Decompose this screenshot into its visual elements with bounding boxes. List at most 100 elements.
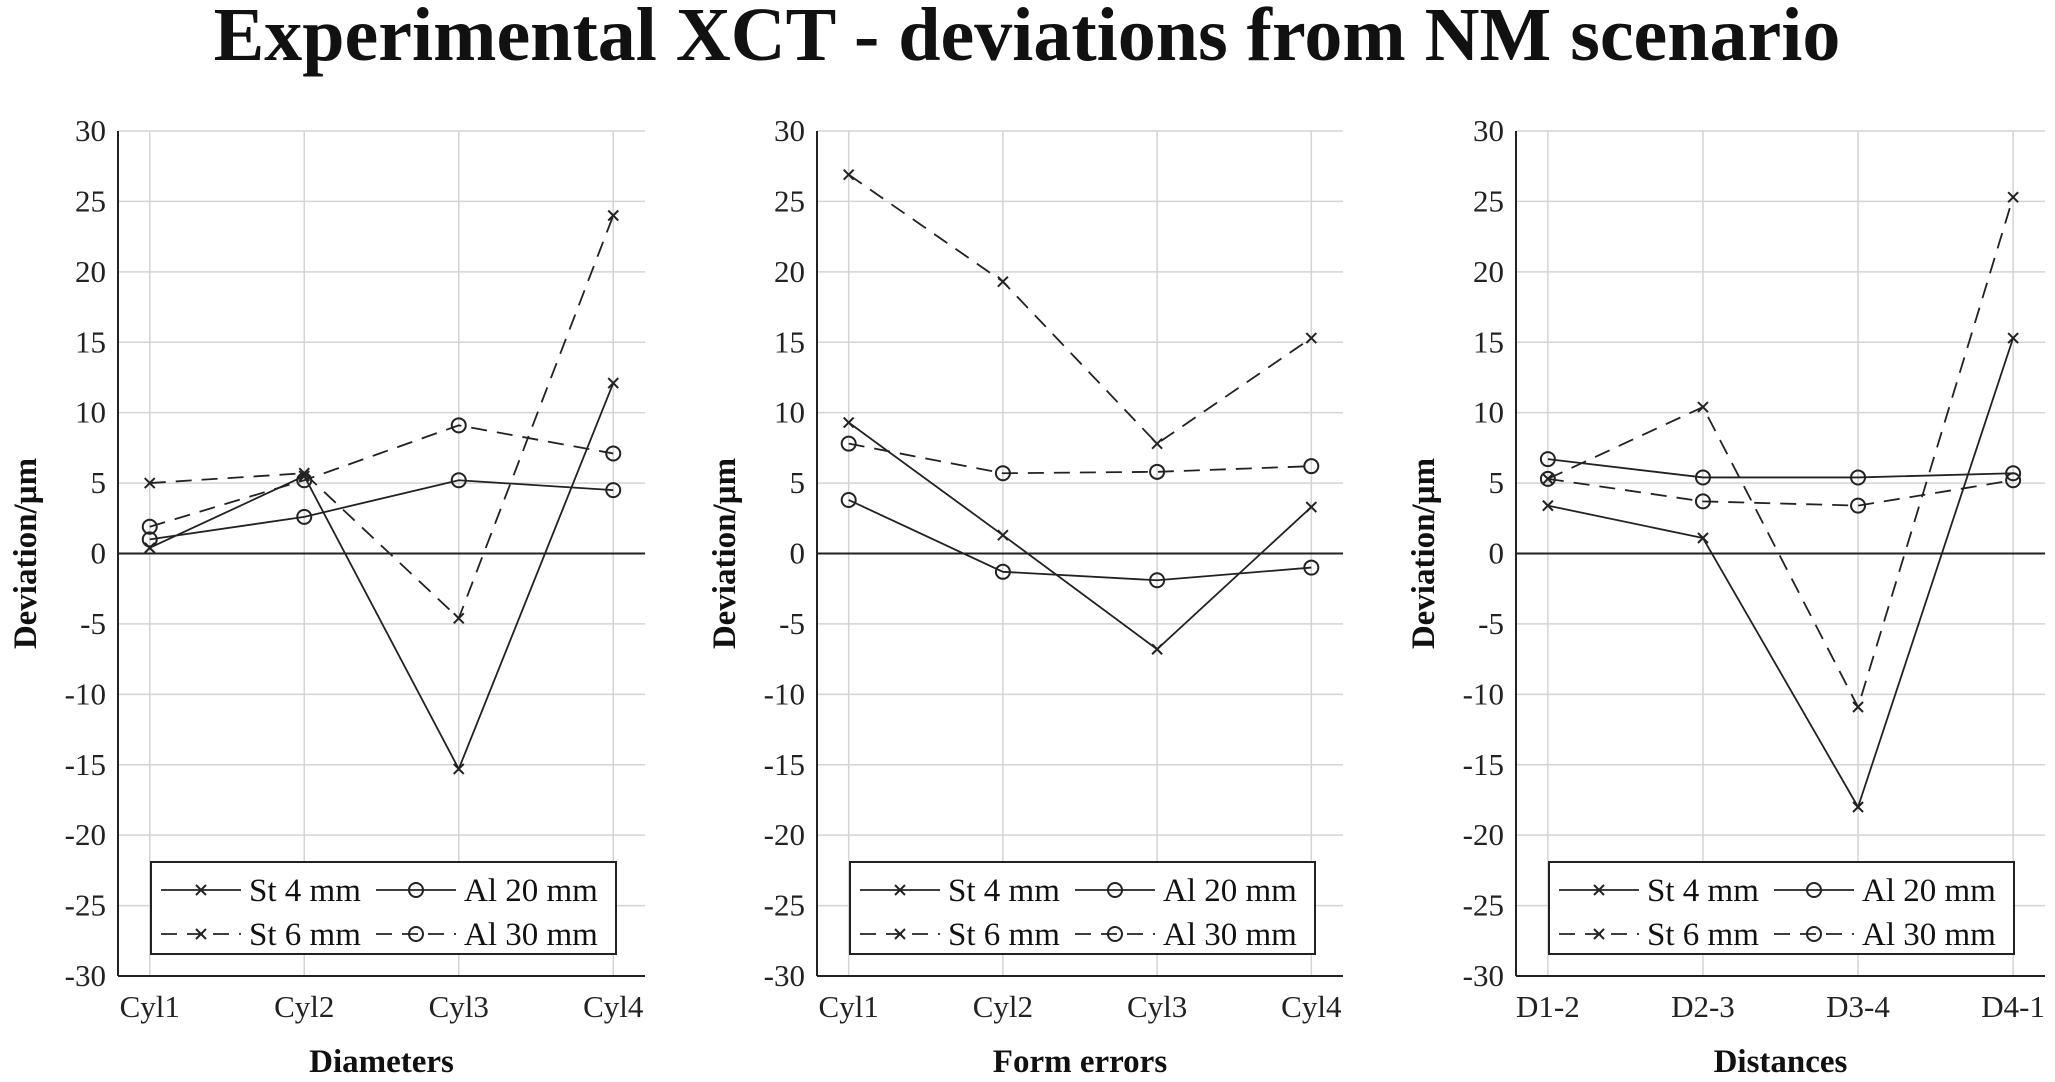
y-tick-label: 30 — [1473, 113, 1504, 148]
legend-label: St 4 mm — [948, 873, 1060, 909]
data-point — [450, 472, 467, 489]
series-line — [848, 173, 1312, 445]
data-point — [840, 435, 857, 452]
legend-label: St 4 mm — [1647, 873, 1759, 909]
legend-entry: Al 20 mm — [376, 873, 598, 909]
data-point — [1305, 501, 1318, 513]
data-point — [840, 491, 857, 508]
data-point — [605, 445, 622, 462]
y-tick-label: -30 — [65, 958, 106, 993]
legend-marker — [195, 884, 207, 896]
y-tick-label: -15 — [764, 747, 805, 782]
x-tick-label: Cyl1 — [819, 989, 879, 1024]
data-point — [1697, 532, 1709, 544]
legend-marker — [1806, 926, 1822, 942]
data-point — [1303, 559, 1320, 576]
y-tick-label: -25 — [65, 888, 106, 923]
series-st-4-mm — [1542, 332, 2019, 813]
data-point — [1694, 493, 1711, 510]
data-point — [453, 612, 465, 624]
legend-marker — [195, 928, 207, 940]
legend-label: Al 20 mm — [464, 873, 598, 909]
chart-panel-1: 30 25 20 15 10 5 0 -5 -10 -15 -20 -25 -30 Cyl1 Cyl2 Cyl… — [8, 113, 645, 1080]
y-tick-label: 30 — [774, 113, 805, 148]
series-al-30-mm — [141, 417, 622, 535]
data-point — [2007, 332, 2019, 344]
y-tick-label: 15 — [1473, 324, 1504, 359]
y-tick-label: -20 — [764, 817, 805, 852]
series-al-20-mm — [1539, 451, 2022, 486]
legend-entry: St 4 mm — [161, 873, 361, 909]
series-al-30-mm — [840, 435, 1320, 482]
y-tick-label: -25 — [764, 888, 805, 923]
series-line — [149, 382, 615, 772]
y-tick-label: 0 — [91, 536, 107, 571]
y-tick-label: 15 — [774, 324, 805, 359]
legend-marker — [1107, 926, 1123, 942]
series-line — [149, 424, 614, 528]
series-line — [1547, 196, 2014, 710]
data-point — [607, 209, 619, 222]
data-point — [2007, 191, 2019, 203]
y-tick-label: 0 — [790, 536, 806, 571]
data-point — [607, 377, 619, 389]
x-tick-label: Cyl1 — [120, 989, 180, 1024]
data-point — [1149, 463, 1166, 480]
legend-label: Al 20 mm — [1163, 873, 1297, 909]
y-tick-label: -5 — [779, 606, 805, 641]
y-tick-label: 25 — [774, 183, 805, 218]
legend: St 4 mm Al 20 mm St 6 mm Al 30 mm — [150, 861, 617, 955]
y-tick-label: 15 — [75, 324, 106, 359]
legend-entry: St 6 mm — [860, 917, 1060, 953]
series-line — [1547, 477, 2014, 507]
series-al-30-mm — [1539, 470, 2022, 514]
legend-entry: Al 20 mm — [1075, 873, 1297, 909]
y-tick-label: -5 — [80, 606, 106, 641]
legend-label: Al 30 mm — [1163, 917, 1297, 953]
y-tick-label: -10 — [65, 676, 106, 711]
data-point — [1305, 332, 1318, 344]
y-tick-label: -25 — [1463, 888, 1504, 923]
y-tick-label: 30 — [75, 113, 106, 148]
y-tick-label: 25 — [1473, 183, 1504, 218]
x-tick-label: Cyl4 — [583, 989, 644, 1024]
y-tick-label: -10 — [1463, 676, 1504, 711]
legend-marker — [1806, 882, 1822, 898]
y-tick-label: -15 — [65, 747, 106, 782]
data-point — [842, 416, 855, 429]
data-point — [144, 477, 156, 489]
y-axis-label: Deviation/µm — [8, 458, 44, 649]
x-tick-label: Cyl3 — [429, 989, 489, 1024]
data-point — [1539, 451, 1556, 468]
series-line — [149, 215, 615, 620]
x-tick-label: Cyl4 — [1281, 989, 1342, 1024]
legend-entry: Al 30 mm — [1075, 917, 1297, 953]
series-st-4-mm — [842, 416, 1318, 655]
chart-panel-2: 30 25 20 15 10 5 0 -5 -10 -15 -20 -25 -30 Cyl1 Cyl2 Cyl… — [707, 113, 1343, 1080]
chart-panel-3: 30 25 20 15 10 5 0 -5 -10 -15 -20 -25 -30 D1-2 D2-3 D3-… — [1406, 113, 2045, 1080]
data-point — [141, 531, 158, 548]
data-point — [296, 472, 313, 489]
y-tick-label: 5 — [1489, 465, 1505, 500]
series-al-20-mm — [141, 472, 622, 548]
data-point — [1539, 470, 1556, 487]
x-tick-label: D1-2 — [1516, 989, 1580, 1024]
data-point — [997, 529, 1009, 541]
y-tick-label: 10 — [774, 395, 805, 430]
legend-marker — [1593, 928, 1605, 940]
data-point — [296, 508, 313, 525]
series-st-6-mm — [842, 168, 1318, 450]
x-tick-label: D2-3 — [1671, 989, 1735, 1024]
series-al-20-mm — [840, 491, 1320, 589]
legend-marker — [894, 884, 906, 896]
y-tick-label: 0 — [1489, 536, 1505, 571]
x-tick-label: Cyl2 — [973, 989, 1033, 1024]
x-tick-label: Cyl2 — [274, 989, 334, 1024]
y-tick-label: -30 — [1463, 958, 1504, 993]
series-line — [848, 499, 1312, 582]
y-tick-label: 20 — [774, 254, 805, 289]
legend-box — [849, 861, 1316, 955]
legend-marker — [1593, 884, 1605, 896]
y-tick-label: -10 — [764, 676, 805, 711]
